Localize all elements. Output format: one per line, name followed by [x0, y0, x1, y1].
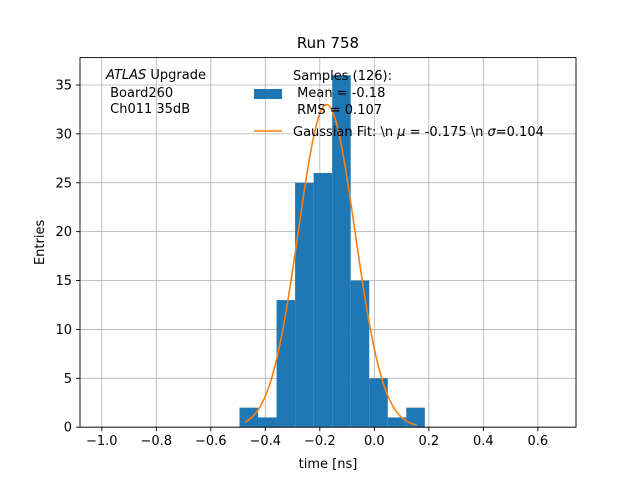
annotation-atlas: ATLAS — [105, 68, 146, 83]
x-tick-label: −0.8 — [141, 434, 173, 449]
x-axis-label: time [ns] — [299, 457, 358, 472]
x-tick-label: 0.4 — [473, 434, 494, 449]
y-tick-label: 35 — [55, 78, 72, 93]
x-tick-label: −1.0 — [86, 434, 118, 449]
legend-fit-part-5: =0.104 — [496, 125, 544, 140]
histogram-bar — [258, 417, 277, 428]
legend-histogram-line-1: Samples (126): — [293, 69, 392, 84]
x-tick-label: 0.0 — [364, 434, 385, 449]
annotation-line-3: Ch011 35dB — [106, 102, 190, 117]
y-tick-label: 25 — [55, 176, 72, 191]
histogram-bar — [406, 407, 425, 428]
histogram-bar — [350, 280, 370, 428]
gaussian-fit-line — [244, 103, 417, 426]
legend-fit-part-3: = -0.175 \n — [406, 125, 488, 140]
legend-histogram-line-3: RMS = 0.107 — [293, 103, 382, 118]
histogram-bar — [313, 172, 333, 428]
histogram-bar — [239, 407, 259, 428]
histogram-bar — [295, 182, 314, 428]
y-tick-label: 10 — [55, 323, 72, 338]
plot-frame — [79, 57, 577, 428]
legend: Samples (126): Mean = -0.18 RMS = 0.107 … — [254, 69, 544, 140]
legend-fit-part-1: Gaussian Fit: \n — [293, 125, 397, 140]
legend-fit-sigma: σ — [488, 125, 497, 140]
y-tick-label: 0 — [64, 421, 72, 436]
x-tick-label: −0.6 — [195, 434, 227, 449]
annotation-line-1: ATLAS Upgrade — [105, 68, 206, 83]
legend-fit-mu: μ — [396, 125, 405, 140]
y-axis-label: Entries — [33, 220, 48, 266]
y-tick-label: 30 — [55, 127, 72, 142]
x-tick-label: −0.4 — [250, 434, 282, 449]
histogram-bar — [369, 378, 388, 428]
chart-title: Run 758 — [297, 34, 359, 52]
histogram-bar — [387, 417, 407, 428]
y-tick-label: 20 — [55, 225, 72, 240]
x-tick-label: 0.2 — [418, 434, 439, 449]
histogram-bars — [239, 75, 425, 428]
annotation-upgrade: Upgrade — [146, 68, 206, 83]
legend-histogram-swatch — [254, 89, 282, 99]
annotation-text: ATLAS Upgrade Board260 Ch011 35dB — [105, 68, 206, 117]
y-tick-label: 15 — [55, 274, 72, 289]
y-tick-label: 5 — [64, 372, 72, 387]
legend-fit-label: Gaussian Fit: \n μ = -0.175 \n σ=0.104 — [293, 125, 544, 140]
x-tick-label: 0.6 — [528, 434, 549, 449]
axis-ticks: −1.0 −0.8 −0.6 −0.4 −0.2 0.0 0.2 0.4 0.6 0 5 10 15 20… — [55, 78, 548, 449]
annotation-line-2: Board260 — [106, 86, 173, 101]
x-tick-label: −0.2 — [304, 434, 336, 449]
legend-histogram-line-2: Mean = -0.18 — [293, 86, 385, 101]
histogram-bar — [276, 300, 296, 428]
histogram-bar — [332, 75, 351, 428]
